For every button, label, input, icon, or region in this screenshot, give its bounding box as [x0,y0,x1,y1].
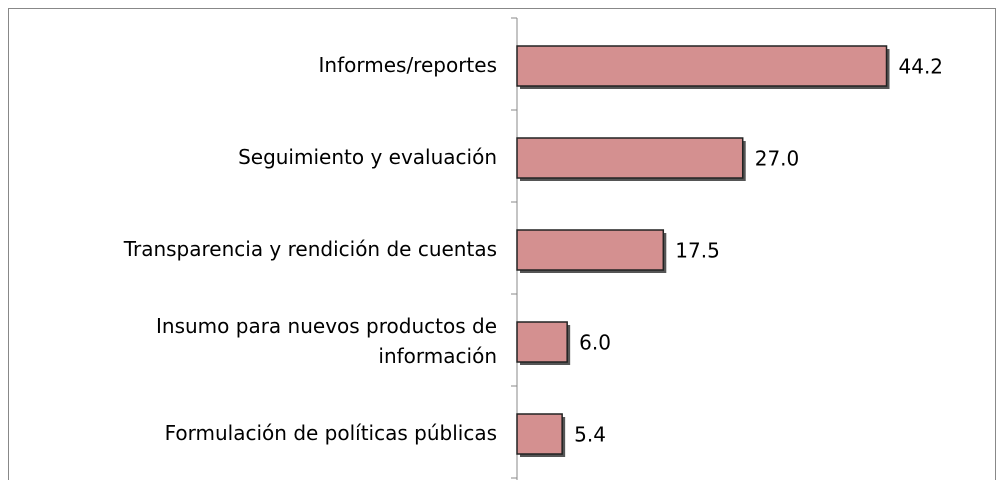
value-label: 27.0 [755,147,800,171]
y-tick-label: Transparencia y rendición de cuentas [123,237,497,261]
bar [516,321,568,363]
y-tick-label: Seguimiento y evaluación [238,145,497,169]
bar [516,229,665,271]
y-tick-label: Insumo para nuevos productos de informaci… [156,314,497,368]
bar [516,137,744,179]
value-label: 17.5 [675,239,720,263]
bar [516,413,563,455]
y-tick-label: Formulación de políticas públicas [165,421,497,445]
value-label: 6.0 [579,331,611,355]
bar [516,45,888,87]
y-tick-label: Informes/reportes [319,53,497,77]
value-label: 44.2 [899,55,944,79]
value-label: 5.4 [574,423,606,447]
